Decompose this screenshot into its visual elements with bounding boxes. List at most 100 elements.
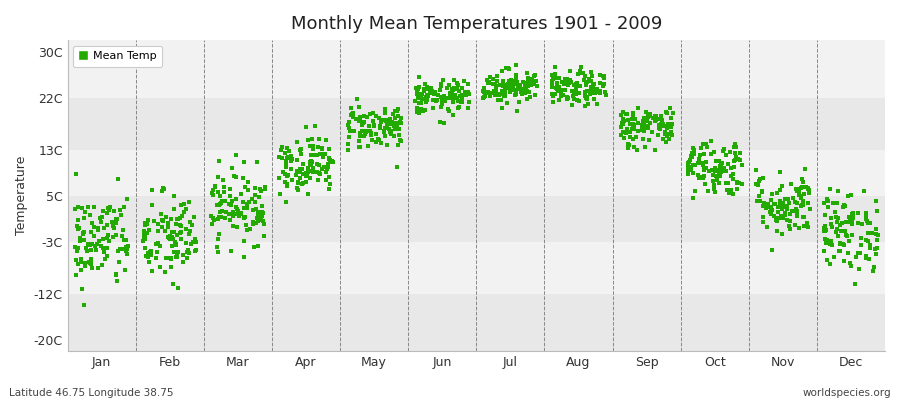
Point	[652, 122, 666, 128]
Point	[214, 214, 229, 220]
Point	[115, 227, 130, 234]
Point	[490, 73, 504, 79]
Point	[565, 102, 580, 108]
Point	[716, 146, 731, 152]
Point	[224, 248, 238, 254]
Point	[752, 198, 767, 204]
Point	[383, 121, 398, 127]
Point	[345, 111, 359, 118]
Point	[775, 231, 789, 237]
Point	[827, 253, 842, 260]
Point	[558, 87, 572, 94]
Point	[625, 115, 639, 122]
Point	[573, 70, 588, 76]
Point	[206, 187, 220, 194]
Point	[526, 81, 541, 88]
Point	[497, 82, 511, 88]
Point	[352, 118, 366, 124]
Point	[237, 215, 251, 222]
Point	[839, 218, 853, 225]
Point	[151, 228, 166, 234]
Point	[70, 204, 85, 210]
Point	[528, 72, 543, 78]
Point	[546, 75, 561, 82]
Point	[725, 191, 740, 197]
Point	[728, 157, 742, 164]
Point	[435, 98, 449, 105]
Point	[210, 244, 224, 250]
Point	[411, 95, 426, 101]
Point	[688, 188, 702, 194]
Point	[87, 203, 102, 210]
Bar	[68, 98, 885, 150]
Point	[794, 184, 808, 191]
Point	[820, 257, 834, 263]
Point	[619, 128, 634, 134]
Point	[291, 187, 305, 194]
Point	[301, 137, 315, 143]
Point	[109, 272, 123, 278]
Point	[357, 118, 372, 125]
Point	[356, 119, 370, 126]
Point	[87, 242, 102, 249]
Point	[284, 158, 299, 164]
Point	[581, 101, 596, 108]
Point	[413, 106, 428, 112]
Point	[303, 159, 318, 166]
Point	[377, 128, 392, 134]
Point	[91, 265, 105, 272]
Point	[436, 76, 450, 83]
Point	[422, 90, 436, 96]
Point	[213, 200, 228, 206]
Point	[174, 215, 188, 221]
Point	[686, 195, 700, 201]
Point	[711, 169, 725, 175]
Point	[728, 140, 742, 147]
Point	[311, 170, 326, 176]
Point	[692, 156, 706, 162]
Point	[281, 154, 295, 160]
Point	[179, 206, 194, 212]
Point	[772, 187, 787, 193]
Point	[696, 162, 710, 168]
Point	[322, 155, 337, 161]
Point	[724, 172, 738, 179]
Point	[109, 216, 123, 222]
Point	[544, 90, 559, 97]
Point	[832, 241, 847, 248]
Point	[789, 213, 804, 220]
Point	[779, 204, 794, 210]
Point	[715, 160, 729, 166]
Point	[217, 189, 231, 195]
Point	[144, 252, 158, 258]
Point	[714, 164, 728, 170]
Point	[780, 196, 795, 202]
Point	[136, 238, 150, 244]
Point	[630, 120, 644, 126]
Point	[117, 267, 131, 273]
Point	[791, 188, 806, 195]
Point	[580, 96, 594, 102]
Point	[412, 92, 427, 99]
Point	[178, 240, 193, 247]
Point	[764, 211, 778, 218]
Point	[525, 76, 539, 83]
Point	[796, 202, 810, 208]
Point	[138, 245, 152, 251]
Point	[835, 204, 850, 210]
Point	[212, 214, 227, 221]
Point	[392, 132, 406, 138]
Point	[624, 121, 638, 127]
Point	[598, 92, 613, 98]
Point	[230, 174, 244, 180]
Point	[637, 115, 652, 121]
Point	[278, 164, 293, 171]
Point	[353, 133, 367, 140]
Point	[586, 90, 600, 96]
Point	[590, 86, 604, 92]
Point	[226, 208, 240, 215]
Point	[166, 206, 181, 212]
Point	[518, 86, 533, 93]
Point	[301, 191, 315, 197]
Point	[476, 88, 491, 94]
